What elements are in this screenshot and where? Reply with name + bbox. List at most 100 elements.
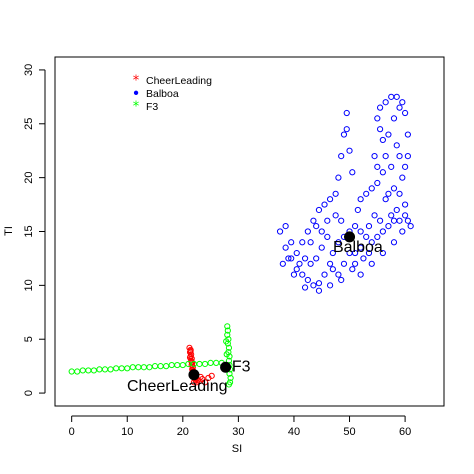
data-point: [321, 271, 328, 278]
data-point: [196, 360, 203, 368]
x-tick-label: 10: [121, 426, 133, 438]
data-point: [382, 196, 389, 203]
y-tick-label: 10: [23, 279, 35, 291]
data-point: [223, 338, 230, 345]
x-tick-label: 50: [343, 426, 355, 438]
x-axis-title: SI: [232, 443, 242, 455]
data-point: [225, 381, 233, 388]
data-point: [388, 163, 395, 170]
data-point: [304, 228, 311, 235]
data-point: [326, 282, 334, 289]
data-point: [293, 249, 300, 257]
data-point: [318, 228, 325, 235]
centroid-marker: [344, 231, 356, 243]
annotation-label: Balboa: [333, 239, 383, 256]
data-point: [357, 228, 364, 235]
data-point: [393, 142, 400, 149]
data-point: [74, 368, 81, 375]
x-tick-label: 20: [177, 426, 189, 438]
data-point: [390, 239, 398, 246]
y-axis: 0 5 10 15 20 25 30: [23, 64, 46, 396]
data-point: [299, 271, 306, 278]
y-axis-title: TI: [3, 226, 15, 236]
data-point: [402, 163, 409, 170]
data-point: [207, 359, 214, 367]
data-point: [402, 201, 409, 208]
data-point: [357, 196, 364, 203]
data-point: [374, 115, 381, 122]
centroid-marker: [220, 361, 232, 373]
data-point: [107, 366, 114, 373]
centroids-layer: [188, 231, 356, 381]
data-point: [313, 255, 320, 262]
data-point: [343, 126, 350, 133]
data-point: [379, 228, 386, 235]
data-point: [368, 239, 375, 246]
legend-label: CheerLeading: [146, 75, 212, 87]
data-point: [388, 212, 395, 219]
data-point: [371, 153, 378, 160]
data-point: [335, 239, 342, 246]
x-tick-label: 30: [232, 426, 244, 438]
data-point: [304, 276, 311, 284]
data-point: [340, 131, 348, 138]
data-point: [118, 365, 125, 372]
data-point: [396, 217, 403, 224]
data-point: [349, 169, 356, 176]
data-point: [288, 255, 295, 262]
x-tick-label: 60: [399, 426, 411, 438]
data-point: [310, 217, 317, 224]
data-point: [163, 363, 170, 370]
data-point: [363, 233, 370, 240]
data-point: [101, 366, 109, 373]
data-point: [382, 99, 389, 106]
y-tick-label: 5: [23, 336, 35, 342]
data-point: [90, 367, 98, 374]
y-tick-label: 20: [23, 172, 35, 184]
data-point: [79, 367, 86, 374]
data-point: [301, 255, 309, 262]
data-point: [299, 239, 306, 246]
data-point: [288, 239, 295, 246]
data-point: [338, 153, 345, 160]
data-point: [379, 169, 386, 176]
data-point: [374, 163, 381, 170]
data-point: [357, 271, 364, 278]
data-point: [201, 360, 209, 368]
data-point: [379, 249, 386, 257]
data-point: [321, 201, 328, 208]
data-point: [187, 347, 194, 355]
data-point: [68, 368, 75, 375]
legend-label: F3: [146, 101, 158, 113]
legend-symbol: *: [133, 74, 140, 89]
data-point: [338, 217, 345, 224]
data-point: [360, 255, 367, 262]
data-point: [224, 323, 231, 330]
data-point: [402, 212, 409, 219]
x-tick-label: 0: [69, 426, 75, 438]
data-point: [385, 131, 392, 138]
data-point: [129, 364, 136, 371]
y-tick-label: 0: [23, 390, 35, 396]
data-point: [290, 271, 298, 278]
data-point: [396, 153, 403, 160]
data-point: [376, 217, 384, 224]
data-point: [124, 365, 131, 372]
data-point: [388, 93, 395, 100]
data-point: [282, 223, 289, 230]
data-point: [382, 153, 389, 160]
data-point: [285, 255, 292, 262]
data-point: [385, 190, 392, 197]
data-point: [393, 93, 400, 100]
data-point: [223, 351, 230, 358]
data-point: [368, 260, 375, 267]
data-point: [324, 217, 331, 224]
data-point: [329, 266, 336, 273]
data-point: [135, 364, 142, 371]
data-point: [296, 260, 303, 267]
legend-label: Balboa: [146, 88, 179, 100]
y-tick-label: 25: [23, 118, 35, 130]
data-point: [315, 280, 323, 287]
data-point: [213, 359, 220, 367]
